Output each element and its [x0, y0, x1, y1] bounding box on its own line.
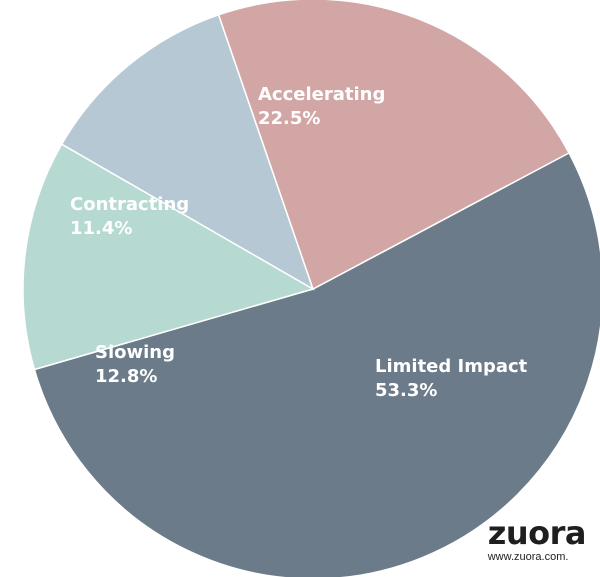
slice-value-slowing: 12.8%: [95, 366, 157, 387]
slice-label-contracting: Contracting: [70, 194, 189, 215]
zuora-branding: zuora www.zuora.com.: [487, 514, 587, 563]
pie-slice-accelerating: [217, 0, 571, 291]
zuora-url: www.zuora.com.: [487, 551, 569, 563]
slice-value-limited-impact: 53.3%: [375, 380, 437, 401]
pie-slice-limited-impact: [33, 151, 600, 577]
pie-slice-contracting: [60, 13, 315, 291]
zuora-logo: zuora: [487, 514, 587, 552]
slice-label-slowing: Slowing: [95, 342, 175, 363]
slice-value-accelerating: 22.5%: [258, 108, 320, 129]
slice-label-limited-impact: Limited Impact: [375, 356, 528, 377]
slice-value-contracting: 11.4%: [70, 218, 132, 239]
slice-label-accelerating: Accelerating: [258, 84, 385, 105]
pie-slice-slowing: [22, 143, 315, 371]
